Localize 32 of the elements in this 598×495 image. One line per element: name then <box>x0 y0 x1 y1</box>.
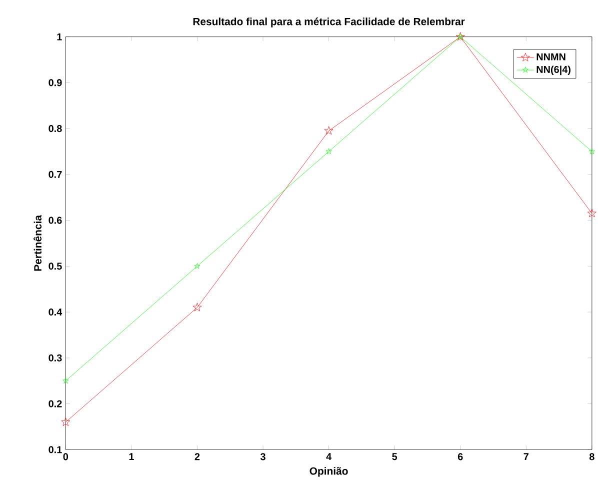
point <box>194 262 200 269</box>
x-tick-label: 1 <box>129 452 134 460</box>
y-tick-label: 0.4 <box>48 308 62 316</box>
point <box>62 377 69 384</box>
x-tick-label: 8 <box>589 452 594 460</box>
y-tick-label: 0.8 <box>48 124 62 132</box>
point <box>61 417 70 426</box>
x-tick-label: 7 <box>524 452 528 460</box>
point <box>326 148 332 154</box>
x-tick-label: 4 <box>326 452 332 460</box>
x-tick-label: 2 <box>194 452 200 460</box>
y-tick-label: 0.9 <box>48 78 62 86</box>
x-tick-label: 6 <box>458 452 463 460</box>
point <box>587 208 596 218</box>
x-tick-label: 0 <box>63 452 68 460</box>
y-tick-label: 0.2 <box>48 400 62 408</box>
legend-label: NN(6|4) <box>536 65 570 75</box>
chart-title: Resultado final para a métrica Facilidade de Relembrar <box>193 17 465 28</box>
y-tick-label: 0.1 <box>48 446 62 453</box>
point <box>588 148 595 154</box>
x-tick-label: 3 <box>260 452 266 460</box>
y-tick-label: 0.6 <box>48 216 62 224</box>
y-tick-label: 0.7 <box>48 170 62 178</box>
y-tick-label: 0.5 <box>48 262 62 270</box>
point <box>324 126 334 134</box>
point <box>192 302 202 312</box>
y-tick-label: 0.3 <box>48 354 62 362</box>
legend-label: NNMN <box>536 53 566 60</box>
y-tick-label: 1 <box>57 33 62 40</box>
x-axis-title: Opinião <box>310 466 348 477</box>
x-tick-label: 5 <box>392 452 398 460</box>
y-axis-title: Pertinência <box>34 214 42 270</box>
